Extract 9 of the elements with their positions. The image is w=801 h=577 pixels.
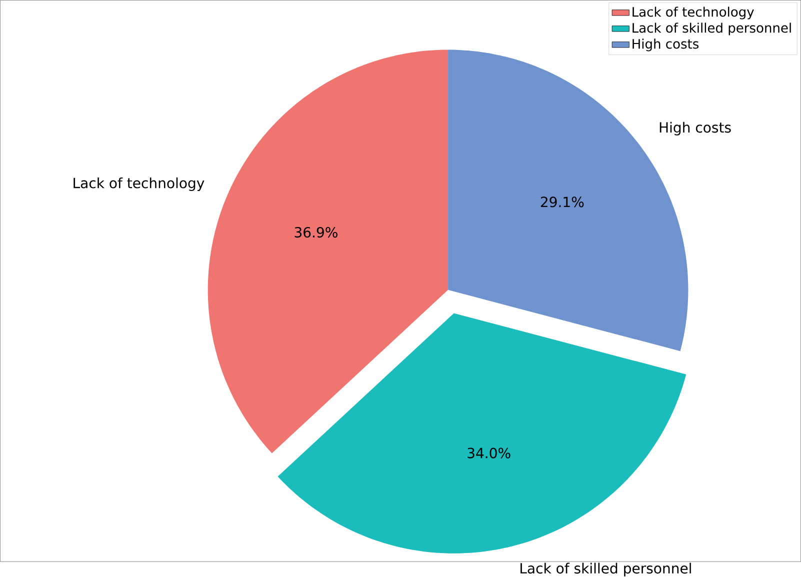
data-label: 29.1% — [540, 196, 584, 208]
legend-label: Lack of technology — [632, 6, 754, 20]
slice-label: High costs — [660, 122, 731, 136]
legend-label: Lack of skilled personnel — [632, 22, 791, 36]
data-label: 34.0% — [468, 448, 510, 458]
slice-label: Lack of skilled personnel — [520, 562, 691, 576]
legend-label: High costs — [632, 38, 699, 52]
data-label: 36.9% — [294, 226, 338, 238]
slice-label: Lack of technology — [74, 177, 204, 191]
